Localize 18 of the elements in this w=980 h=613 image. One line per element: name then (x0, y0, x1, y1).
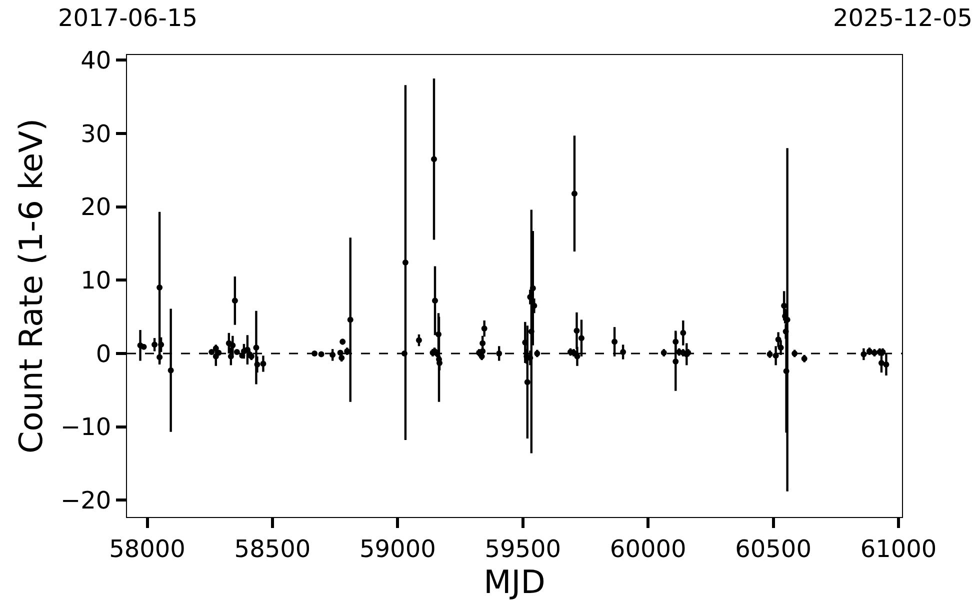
y-tick-label: −10 (60, 413, 112, 442)
y-tick-label: 30 (80, 120, 112, 148)
text: 2017-06-15 (58, 4, 198, 32)
y-tick-label: 20 (80, 193, 112, 222)
x-tick-label: 60500 (735, 534, 812, 563)
x-tick-label: 59000 (360, 534, 436, 563)
text: 2025-12-05 (833, 4, 972, 32)
y-tick-label: 0 (96, 340, 112, 368)
x-tick-label: 58000 (109, 534, 186, 563)
y-tick-label: −20 (60, 486, 112, 515)
y-tick-label: 10 (80, 266, 112, 295)
x-tick-label: 61000 (860, 534, 937, 563)
y-tick-label: 40 (80, 46, 112, 75)
x-tick-label: 59500 (484, 534, 562, 563)
x-tick-label: 58500 (234, 534, 311, 563)
x-tick-label: 60000 (610, 534, 686, 563)
y-axis-title: Count Rate (1-6 keV) (12, 118, 50, 454)
x-axis-title: MJD (484, 562, 546, 601)
